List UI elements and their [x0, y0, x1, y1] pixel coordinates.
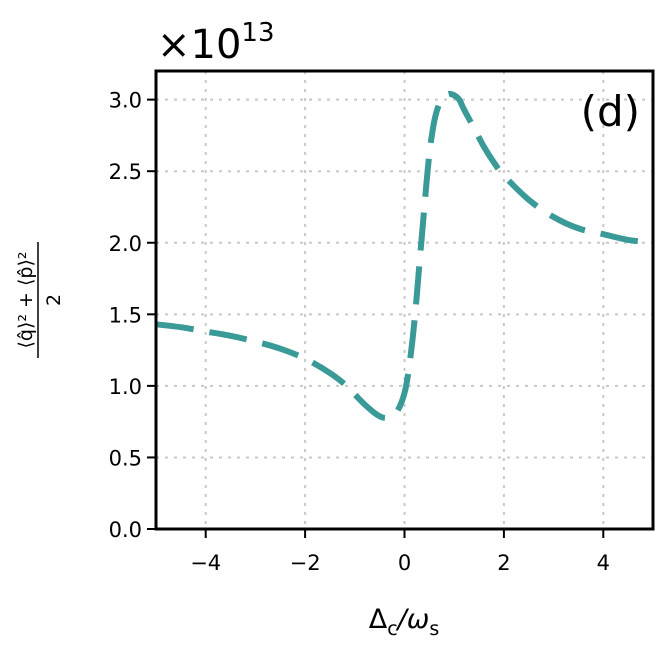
y-tick-label: 3.0	[109, 89, 142, 113]
y-tick-label: 2.5	[109, 160, 142, 184]
x-axis-label-sub1: c	[387, 618, 397, 640]
x-axis-label-slash: /ω	[396, 604, 430, 635]
x-tick-label: −2	[290, 551, 321, 575]
series-line	[155, 90, 654, 421]
grid	[156, 71, 653, 530]
ticks: −4 −2 0 2 4 0.0 0.5 1.0 1.5 2.0 2.5 3.0	[109, 89, 610, 575]
x-axis-label: Δc/ωs	[369, 604, 440, 640]
x-tick-label: 4	[597, 551, 610, 575]
y-axis-label: ⟨q̂⟩² + ⟨p̂⟩² 2	[15, 242, 65, 358]
y-multiplier: ×1013	[157, 18, 275, 68]
y-multiplier-exponent: 13	[241, 18, 274, 48]
x-axis-label-main: Δ	[369, 604, 388, 635]
x-tick-label: 2	[497, 551, 510, 575]
y-tick-label: 0.5	[109, 446, 142, 470]
y-tick-label: 1.0	[109, 375, 142, 399]
panel-label: (d)	[581, 87, 640, 136]
y-axis-label-denominator: 2	[43, 294, 65, 306]
y-tick-label: 2.0	[109, 232, 142, 256]
y-axis-label-numerator: ⟨q̂⟩² + ⟨p̂⟩²	[15, 251, 37, 348]
y-tick-label: 0.0	[109, 518, 142, 542]
x-tick-label: −4	[190, 551, 221, 575]
y-multiplier-base: ×10	[157, 22, 241, 68]
y-tick-label: 1.5	[109, 303, 142, 327]
x-tick-label: 0	[398, 551, 411, 575]
x-axis-label-sub2: s	[429, 618, 439, 640]
